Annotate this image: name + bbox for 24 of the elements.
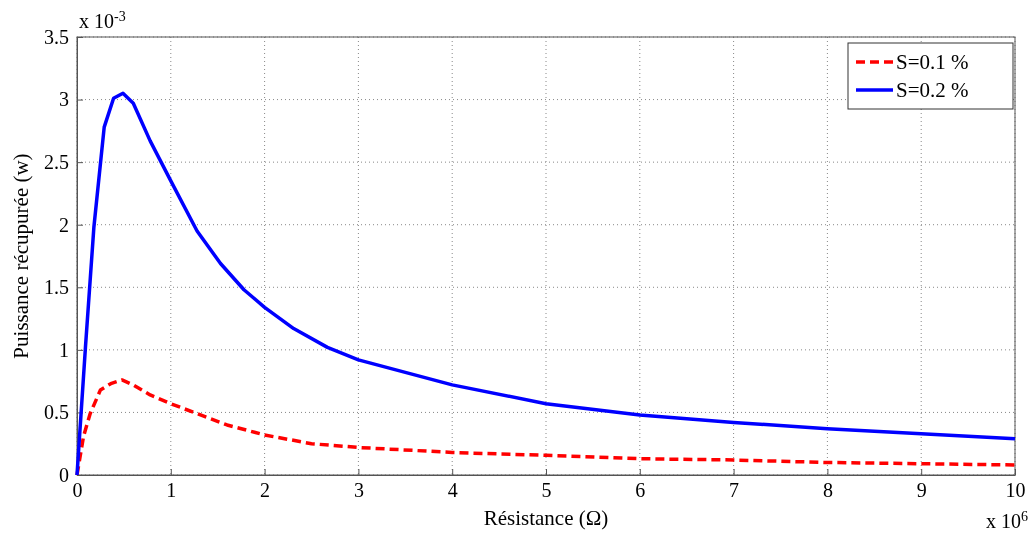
legend-label: S=0.2 % bbox=[896, 78, 969, 102]
y-axis-title: Puissance récupurée (w) bbox=[9, 153, 33, 359]
y-tick-label: 2 bbox=[59, 213, 69, 236]
x-tick-label: 6 bbox=[635, 479, 646, 502]
legend-label: S=0.1 % bbox=[896, 50, 969, 74]
y-tick-label: 3.5 bbox=[44, 25, 69, 48]
x-tick-label: 10 bbox=[1005, 479, 1026, 502]
x-tick-label: 9 bbox=[916, 479, 927, 502]
y-tick-label: 1.5 bbox=[44, 276, 69, 299]
x-tick-label: 7 bbox=[729, 479, 740, 502]
y-tick-label: 2.5 bbox=[44, 151, 69, 174]
x-tick-label: 5 bbox=[541, 479, 552, 502]
x-tick-label: 4 bbox=[447, 479, 458, 502]
text: x 10$^{-3}$ bbox=[79, 8, 126, 32]
y-tick-label: 3 bbox=[59, 88, 69, 111]
x-tick-label: 1 bbox=[166, 479, 177, 502]
x-tick-label: 8 bbox=[822, 479, 833, 502]
x-tick-label: 2 bbox=[260, 479, 271, 502]
y-tick-label: 0.5 bbox=[44, 401, 69, 424]
y-tick-label: 0 bbox=[59, 463, 69, 486]
y-tick-label: 1 bbox=[59, 338, 69, 361]
text: x 10$^{6}$ bbox=[986, 508, 1028, 532]
x-axis-title: Résistance (Ω) bbox=[483, 506, 609, 530]
x-tick-label: 3 bbox=[353, 479, 364, 502]
